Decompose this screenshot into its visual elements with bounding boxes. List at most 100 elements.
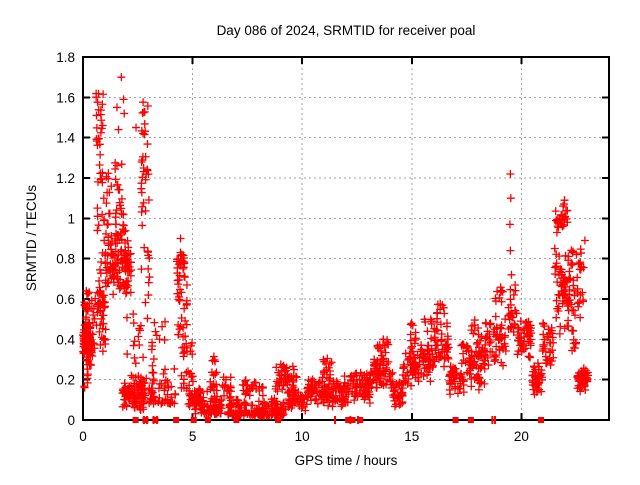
data-point	[513, 330, 522, 339]
data-point	[97, 314, 106, 323]
data-point	[328, 402, 337, 411]
data-point	[141, 298, 150, 307]
data-point	[282, 363, 291, 372]
data-point	[158, 398, 167, 407]
data-point	[339, 398, 348, 407]
data-point	[322, 391, 331, 400]
data-point	[285, 372, 294, 381]
data-point	[511, 286, 520, 295]
data-point	[124, 384, 133, 393]
data-point	[182, 280, 191, 289]
data-point	[555, 214, 564, 223]
data-point	[551, 263, 560, 272]
data-point	[386, 369, 395, 378]
data-point	[119, 95, 128, 104]
data-point	[360, 373, 369, 382]
data-point	[111, 164, 120, 173]
data-point	[310, 377, 319, 386]
data-point	[490, 357, 499, 366]
data-point	[272, 408, 281, 417]
x-tick-label: 15	[404, 429, 419, 444]
data-point	[98, 100, 107, 109]
data-point	[340, 378, 349, 387]
data-point	[93, 141, 102, 150]
data-point	[559, 287, 568, 296]
data-point	[121, 289, 130, 298]
data-point	[104, 233, 113, 242]
data-point	[231, 407, 240, 416]
data-point	[421, 317, 430, 326]
data-point	[273, 387, 282, 396]
zero-tick-marker	[152, 416, 155, 424]
data-point	[80, 383, 89, 392]
data-point	[92, 321, 101, 330]
data-point	[127, 258, 136, 267]
data-point	[99, 311, 108, 320]
data-point	[179, 383, 188, 392]
data-point	[560, 196, 569, 205]
data-point	[394, 380, 403, 389]
data-point	[179, 349, 188, 358]
y-tick-label: 1.4	[56, 131, 75, 146]
data-point	[497, 286, 506, 295]
data-point	[406, 336, 415, 345]
data-point	[149, 368, 158, 377]
data-point	[308, 388, 317, 397]
data-point	[107, 182, 116, 191]
data-point	[411, 334, 420, 343]
data-point	[208, 356, 217, 365]
data-point	[492, 342, 501, 351]
data-point	[518, 339, 527, 348]
data-point	[139, 405, 148, 414]
data-point	[560, 324, 569, 333]
data-point	[144, 278, 153, 287]
data-point	[445, 376, 454, 385]
data-point	[488, 348, 497, 357]
data-point	[114, 185, 123, 194]
data-point	[407, 355, 416, 364]
data-point	[177, 257, 186, 266]
data-point	[140, 119, 149, 128]
data-point	[512, 309, 521, 318]
data-point	[83, 365, 92, 374]
data-point	[312, 394, 321, 403]
data-point	[180, 273, 189, 282]
data-point	[313, 399, 322, 408]
data-point	[224, 385, 233, 394]
data-point	[188, 395, 197, 404]
data-point	[472, 373, 481, 382]
data-point	[513, 323, 522, 332]
data-point	[289, 394, 298, 403]
data-point	[575, 298, 584, 307]
data-point	[573, 384, 582, 393]
data-point	[102, 266, 111, 275]
data-point	[224, 407, 233, 416]
data-point	[400, 376, 409, 385]
data-point	[382, 359, 391, 368]
data-point	[150, 318, 159, 327]
y-tick-label: 0	[67, 413, 75, 428]
data-point	[551, 207, 560, 216]
data-point	[570, 344, 579, 353]
data-point	[505, 220, 514, 229]
data-point	[467, 351, 476, 360]
data-point	[93, 300, 102, 309]
data-point	[87, 296, 96, 305]
data-point	[289, 386, 298, 395]
data-point	[163, 390, 172, 399]
data-point	[79, 347, 88, 356]
data-point	[209, 371, 218, 380]
data-point	[111, 239, 120, 248]
data-point	[132, 123, 141, 132]
data-point	[100, 215, 109, 224]
data-point	[182, 320, 191, 329]
zero-square-marker	[345, 417, 352, 423]
data-point	[96, 306, 105, 315]
data-point	[287, 404, 296, 413]
zero-square-marker	[173, 417, 180, 423]
data-point	[519, 326, 528, 335]
data-point	[530, 362, 539, 371]
data-point	[210, 355, 219, 364]
data-point	[579, 263, 588, 272]
data-point	[417, 369, 426, 378]
